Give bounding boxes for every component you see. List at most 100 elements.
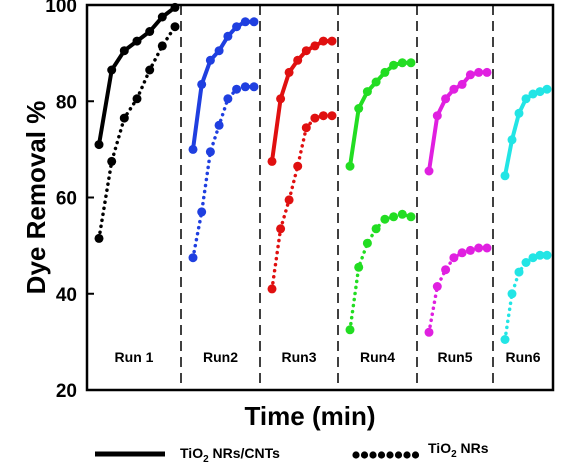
tio2-cnts-series-point bbox=[465, 70, 475, 80]
legend-dotted-label: TiO2 NRs bbox=[428, 440, 489, 460]
tio2-series-point bbox=[449, 253, 459, 263]
tio2-series-point bbox=[249, 82, 259, 92]
legend-dot bbox=[369, 451, 377, 459]
tio2-cnts-series-point bbox=[507, 135, 517, 145]
legend-dot bbox=[411, 451, 420, 459]
tio2-cnts-series-point bbox=[500, 171, 510, 181]
tio2-series-point bbox=[542, 250, 552, 260]
data-series bbox=[94, 2, 552, 344]
tio2-cnts-series-point bbox=[528, 89, 538, 99]
tio2-series-point bbox=[276, 224, 286, 234]
tio2-cnts-series-point bbox=[249, 17, 259, 27]
tio2-cnts-series-point bbox=[197, 79, 207, 89]
plot-frame bbox=[85, 3, 555, 392]
tio2-cnts-series-line bbox=[97, 5, 177, 145]
legend-dotted-line bbox=[352, 451, 420, 459]
tio2-cnts-series-point bbox=[107, 65, 117, 75]
tio2-series-point bbox=[474, 243, 484, 253]
tio2-series-point bbox=[397, 209, 407, 219]
tio2-cnts-series-point bbox=[310, 41, 320, 51]
tio2-series-point bbox=[380, 214, 390, 224]
y-tick-label: 20 bbox=[56, 381, 77, 402]
tio2-cnts-series-point bbox=[542, 84, 552, 94]
run-label: Run 1 bbox=[115, 349, 154, 365]
tio2-cnts-series-point bbox=[482, 67, 492, 77]
tio2-series-point bbox=[310, 113, 320, 123]
tio2-cnts-series-point bbox=[293, 55, 303, 65]
tio2-series-point bbox=[441, 265, 451, 275]
tio2-series-point bbox=[214, 120, 224, 130]
tio2-cnts-series-point bbox=[424, 166, 434, 176]
tio2-series-point bbox=[145, 65, 155, 75]
tio2-series-point bbox=[157, 41, 167, 51]
tio2-series-point bbox=[318, 111, 328, 121]
tio2-series-point bbox=[293, 161, 303, 171]
legend-dot bbox=[394, 451, 403, 459]
tio2-series-line bbox=[97, 24, 177, 241]
tio2-series-point bbox=[354, 262, 364, 272]
tio2-series-point bbox=[301, 123, 311, 133]
legend: TiO2 NRs/CNTs TiO2 NRs bbox=[95, 440, 489, 465]
tio2-series-line bbox=[191, 85, 256, 260]
tio2-series-point bbox=[521, 258, 531, 267]
tio2-cnts-series-point bbox=[432, 111, 442, 121]
tio2-series-point bbox=[188, 253, 198, 263]
tio2-cnts-series-point bbox=[301, 46, 311, 56]
tio2-series-point bbox=[528, 253, 538, 263]
tio2-cnts-series-point bbox=[345, 161, 355, 171]
tio2-series-point bbox=[94, 233, 104, 243]
tio2-series-point bbox=[535, 250, 545, 260]
tio2-series-line bbox=[270, 113, 334, 291]
tio2-series-point bbox=[132, 94, 142, 104]
tio2-series-point bbox=[119, 113, 129, 123]
tio2-series-point bbox=[107, 156, 117, 166]
y-tick-label: 40 bbox=[56, 285, 77, 306]
run-label: Run5 bbox=[438, 349, 473, 365]
tio2-series-point bbox=[482, 243, 492, 253]
tio2-series-point bbox=[240, 82, 250, 92]
tio2-cnts-series-point bbox=[94, 140, 104, 150]
tio2-cnts-series-line bbox=[348, 60, 411, 167]
tio2-series-point bbox=[424, 327, 434, 337]
tio2-series-point bbox=[406, 212, 416, 222]
run-label: Run2 bbox=[203, 349, 238, 365]
x-axis-title: Time (min) bbox=[245, 401, 376, 431]
tio2-cnts-series-point bbox=[514, 108, 524, 118]
tio2-series-point bbox=[389, 212, 399, 222]
run-label: Run4 bbox=[360, 349, 395, 365]
tio2-cnts-series-point bbox=[449, 84, 459, 94]
tio2-cnts-series-point bbox=[380, 67, 390, 77]
tio2-series-point bbox=[327, 111, 337, 121]
tio2-series-point bbox=[507, 289, 517, 299]
tio2-series-point bbox=[514, 267, 524, 277]
run-label: Run6 bbox=[506, 349, 541, 365]
tio2-cnts-series-point bbox=[371, 77, 381, 87]
legend-dot bbox=[360, 451, 369, 459]
tio2-series-point bbox=[465, 245, 475, 255]
tio2-series-point bbox=[197, 207, 207, 217]
run-label: Run3 bbox=[282, 349, 317, 365]
tio2-cnts-series-point bbox=[223, 31, 233, 41]
tio2-cnts-series-point bbox=[145, 27, 155, 36]
tio2-cnts-series-point bbox=[441, 94, 451, 104]
legend-dot bbox=[403, 451, 411, 459]
y-tick-label: 80 bbox=[56, 92, 77, 113]
tio2-series-point bbox=[432, 282, 442, 291]
tio2-series-point bbox=[345, 325, 355, 335]
run-dividers bbox=[180, 5, 494, 390]
legend-dot bbox=[386, 451, 394, 459]
y-axis-title: Dye Removal % bbox=[21, 101, 51, 295]
tio2-series-point bbox=[500, 335, 510, 344]
tio2-cnts-series-point bbox=[188, 144, 198, 154]
tio2-cnts-series-point bbox=[240, 17, 250, 27]
tio2-cnts-series-point bbox=[276, 94, 286, 104]
tio2-cnts-series-point bbox=[284, 67, 294, 77]
tio2-cnts-series-point bbox=[119, 46, 129, 56]
tio2-series-point bbox=[371, 224, 381, 234]
tio2-series-point bbox=[284, 195, 294, 205]
tio2-series-point bbox=[205, 147, 215, 157]
tio2-series-point bbox=[223, 94, 233, 104]
tio2-series-line bbox=[348, 212, 413, 332]
legend-dot bbox=[377, 451, 386, 459]
